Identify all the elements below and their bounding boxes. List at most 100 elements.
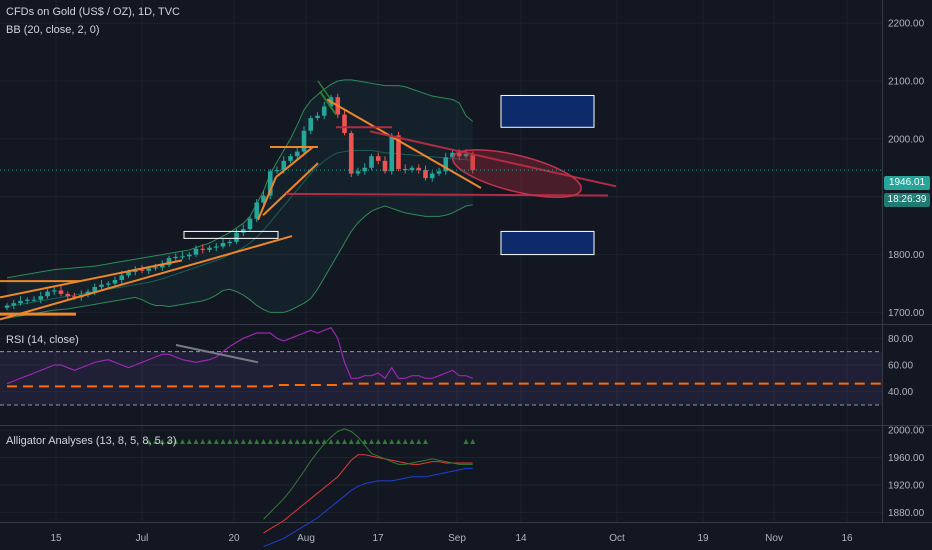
bollinger-band-fill — [7, 79, 473, 319]
signal-up-arrow — [261, 439, 266, 444]
trendline-rally-upper — [275, 146, 314, 178]
x-tick-label: Aug — [297, 533, 315, 544]
signal-up-arrow — [173, 439, 179, 444]
signal-up-arrow — [294, 439, 300, 444]
signal-up-arrow — [166, 439, 172, 444]
candle-body — [234, 232, 239, 242]
signal-up-arrow — [180, 439, 185, 444]
candle-body — [220, 243, 226, 247]
candle-body — [416, 167, 422, 171]
candle-body — [456, 152, 462, 157]
candle-body — [315, 115, 320, 119]
bollinger-basis — [6, 149, 473, 308]
price-axis[interactable]: 1700.001800.001900.002000.002100.002200.… — [888, 19, 925, 519]
signal-up-arrow — [375, 439, 381, 444]
trendline-rally-lower — [262, 162, 319, 216]
candle-body — [281, 160, 287, 171]
grid — [0, 0, 932, 523]
candle-body — [247, 218, 253, 230]
bollinger-upper — [6, 79, 474, 279]
alligator-pane[interactable] — [146, 428, 476, 548]
y-tick-label: 80.00 — [888, 334, 913, 345]
signal-up-arrow — [254, 439, 260, 444]
candle-body — [402, 168, 408, 171]
candle-body — [240, 229, 246, 233]
rsi-legend[interactable]: RSI (14, close) — [6, 334, 79, 346]
signal-up-arrow — [335, 439, 341, 444]
candle-body — [159, 264, 165, 268]
horizontal-support-red — [285, 192, 609, 197]
x-tick-label: Sep — [448, 533, 466, 544]
signal-up-arrow — [315, 439, 320, 444]
candle-body — [294, 151, 300, 157]
candle-body — [450, 152, 455, 158]
candle-body — [463, 153, 469, 157]
candle-body — [267, 171, 273, 196]
candle-body — [139, 269, 145, 271]
candle-body — [389, 135, 395, 172]
signal-up-arrow — [416, 439, 422, 444]
rsi-divergence-line — [175, 344, 259, 364]
signal-up-arrow — [207, 439, 212, 444]
signal-up-arrow — [240, 439, 246, 444]
candle-body — [193, 248, 199, 255]
alligator-legend[interactable]: Alligator Analyses (13, 8, 5, 8, 5, 3) — [6, 435, 177, 447]
signal-up-arrow — [159, 439, 165, 444]
candle-body — [436, 171, 442, 174]
candle-body — [31, 299, 37, 301]
candle-body — [58, 290, 64, 294]
signal-up-arrow — [220, 439, 226, 444]
symbol-legend[interactable]: CFDs on Gold (US$ / OZ), 1D, TVC — [6, 6, 181, 18]
candle-body — [470, 153, 476, 171]
signal-up-arrow — [328, 439, 334, 444]
candle-body — [429, 173, 435, 179]
candle-body — [126, 271, 131, 276]
candle-body — [51, 290, 57, 292]
candle-body — [72, 296, 77, 298]
bb-legend[interactable]: BB (20, close, 2, 0) — [6, 24, 100, 36]
candle-body — [213, 246, 219, 248]
signal-up-arrow — [193, 439, 199, 444]
x-tick-label: Nov — [765, 533, 783, 544]
candle-body — [4, 305, 10, 308]
signal-up-arrow — [186, 439, 192, 444]
rsi-ma-line — [7, 382, 885, 388]
x-tick-label: 16 — [841, 533, 853, 544]
candle-body — [65, 293, 71, 297]
highlight-ellipse — [452, 149, 582, 198]
rsi-line — [6, 326, 473, 385]
y-tick-label: 1800.00 — [888, 250, 925, 261]
signal-up-arrow — [348, 439, 354, 444]
candle-body — [308, 118, 314, 131]
signal-up-arrow — [389, 439, 395, 444]
candle-body — [254, 202, 260, 219]
trendline-top-accent — [317, 80, 331, 99]
price-pane[interactable] — [0, 79, 882, 321]
candle-body — [443, 157, 449, 172]
time-axis[interactable]: 15 Jul 20 Aug 17 Sep 14 Oct 19 Nov 16 — [50, 533, 853, 544]
candle-body — [45, 291, 50, 297]
x-tick-label: Jul — [136, 533, 149, 544]
candle-body — [301, 130, 307, 152]
rsi-pane[interactable] — [0, 326, 885, 406]
candle-body — [227, 241, 233, 243]
signal-up-arrow — [200, 439, 206, 444]
signal-up-arrow — [463, 439, 469, 444]
x-tick-label: 20 — [228, 533, 240, 544]
y-tick-label: 2100.00 — [888, 77, 925, 88]
signal-up-arrow — [355, 439, 361, 444]
signal-up-arrow — [308, 439, 314, 444]
candle-body — [362, 167, 368, 172]
trendline-descending — [326, 98, 482, 189]
y-tick-label: 2000.00 — [888, 426, 925, 437]
candle-body — [92, 286, 98, 292]
candle-body — [186, 254, 192, 257]
x-tick-label: 19 — [697, 533, 709, 544]
trendline-lower-channel — [0, 235, 293, 321]
signal-up-arrow — [409, 439, 415, 444]
signal-up-arrow — [234, 439, 239, 444]
y-tick-label: 2000.00 — [888, 134, 925, 145]
candle-body — [200, 248, 206, 250]
x-tick-label: 14 — [515, 533, 527, 544]
